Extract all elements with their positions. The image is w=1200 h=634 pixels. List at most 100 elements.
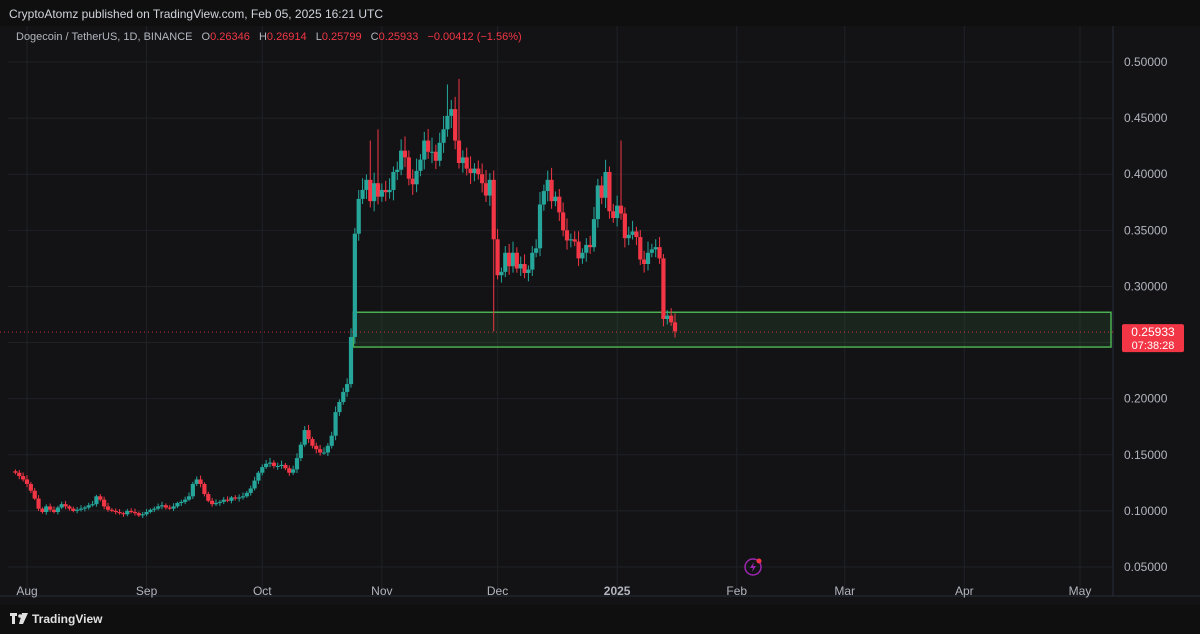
- candle-body: [615, 205, 620, 218]
- notification-dot-icon: [756, 558, 762, 564]
- candle-body: [129, 510, 134, 513]
- publish-header: CryptoAtomz published on TradingView.com…: [0, 0, 1200, 26]
- candle-body: [541, 191, 546, 205]
- symbol-name: Dogecoin / TetherUS, 1D, BINANCE: [16, 31, 193, 43]
- candle-body: [121, 513, 126, 515]
- candle-body: [229, 497, 234, 501]
- candle-body: [445, 115, 450, 130]
- candle-body: [294, 458, 300, 470]
- candle-body: [460, 157, 465, 163]
- candle-body: [279, 464, 284, 466]
- high-value: 0.26914: [266, 31, 307, 43]
- candle-body: [576, 241, 581, 259]
- candle-body: [468, 168, 473, 174]
- x-tick-label: Apr: [955, 584, 974, 598]
- candle-body: [256, 472, 261, 481]
- candle-body: [345, 384, 350, 392]
- candle-body: [202, 483, 207, 495]
- tradingview-brand[interactable]: TradingView: [32, 612, 103, 626]
- candle-body: [572, 239, 577, 242]
- candle-body: [325, 445, 330, 453]
- candle-body: [591, 219, 597, 248]
- candle-body: [217, 501, 222, 504]
- candle-body: [55, 507, 60, 513]
- x-tick-label: 2025: [604, 584, 631, 598]
- candle-body: [464, 157, 469, 169]
- candle-body: [59, 504, 64, 508]
- candle-body: [503, 252, 508, 272]
- candle-body: [98, 496, 103, 500]
- support-zone-layer: [352, 311, 1112, 348]
- chart-panel[interactable]: [0, 26, 1200, 605]
- candle-body: [499, 271, 504, 276]
- close-label: C: [370, 31, 379, 43]
- candle-body: [534, 248, 539, 253]
- candle-body: [387, 189, 392, 193]
- candle-body: [487, 179, 492, 196]
- x-tick-label: Mar: [834, 584, 855, 598]
- candle-body: [399, 150, 404, 170]
- candle-body: [453, 109, 458, 141]
- candle-body: [441, 129, 446, 143]
- x-tick-label: Feb: [726, 584, 747, 598]
- candle-body: [638, 237, 643, 260]
- symbol-info: Dogecoin / TetherUS, 1D, BINANCE O0.2634…: [16, 31, 522, 43]
- x-tick-label: Oct: [253, 584, 272, 598]
- candle-body: [163, 505, 168, 508]
- candle-body: [410, 178, 415, 185]
- candle-body: [260, 467, 265, 473]
- candle-body: [526, 269, 531, 273]
- candle-body: [213, 503, 219, 505]
- candle-body: [63, 504, 68, 507]
- candle-body: [190, 483, 195, 497]
- candle-body: [225, 499, 230, 501]
- candle-body: [372, 183, 377, 202]
- candle-body: [657, 247, 662, 259]
- candle-body: [599, 185, 604, 198]
- candle-body: [302, 430, 307, 445]
- candle-body: [167, 507, 172, 509]
- candle-body: [669, 315, 674, 323]
- candle-body: [194, 479, 199, 484]
- candle-body: [348, 336, 354, 385]
- candle-body: [117, 512, 122, 514]
- candle-body: [364, 179, 369, 190]
- candle-body: [333, 412, 338, 436]
- candle-body: [368, 179, 373, 202]
- last-price-value: 0.25933: [1131, 325, 1175, 339]
- candle-body: [102, 499, 107, 507]
- candle-body: [17, 472, 22, 477]
- low-value: 0.25799: [321, 31, 362, 43]
- candle-body: [233, 497, 238, 499]
- candle-body: [44, 506, 49, 513]
- candle-body: [518, 264, 523, 269]
- candle-body: [48, 506, 53, 510]
- candle-body: [665, 315, 670, 319]
- candle-body: [132, 512, 138, 514]
- open-value: 0.26346: [210, 31, 250, 43]
- candle-body: [179, 501, 184, 504]
- candle-body: [472, 168, 477, 174]
- candle-body: [283, 464, 288, 469]
- candle-body: [267, 462, 273, 464]
- candle-body: [109, 509, 114, 511]
- y-tick-label: 0.05000: [1124, 560, 1168, 574]
- candle-body: [113, 510, 118, 513]
- candle-body: [595, 185, 600, 220]
- price-chart[interactable]: 0.500000.450000.400000.350000.300000.250…: [0, 26, 1200, 605]
- candle-body: [156, 506, 161, 509]
- footer-bar: TradingView: [0, 605, 1200, 634]
- candle-body: [510, 252, 516, 267]
- candle-body: [495, 239, 500, 276]
- x-tick-label: May: [1069, 584, 1092, 598]
- candle-body: [152, 508, 157, 510]
- candle-body: [183, 499, 188, 502]
- candle-body: [310, 439, 315, 446]
- y-tick-label: 0.45000: [1124, 111, 1168, 125]
- candle-body: [40, 508, 45, 513]
- candle-body: [321, 452, 327, 454]
- y-tick-label: 0.20000: [1124, 392, 1168, 406]
- tradingview-logo-icon[interactable]: [10, 613, 28, 625]
- candles-layer: [13, 78, 678, 518]
- candle-body: [456, 140, 462, 163]
